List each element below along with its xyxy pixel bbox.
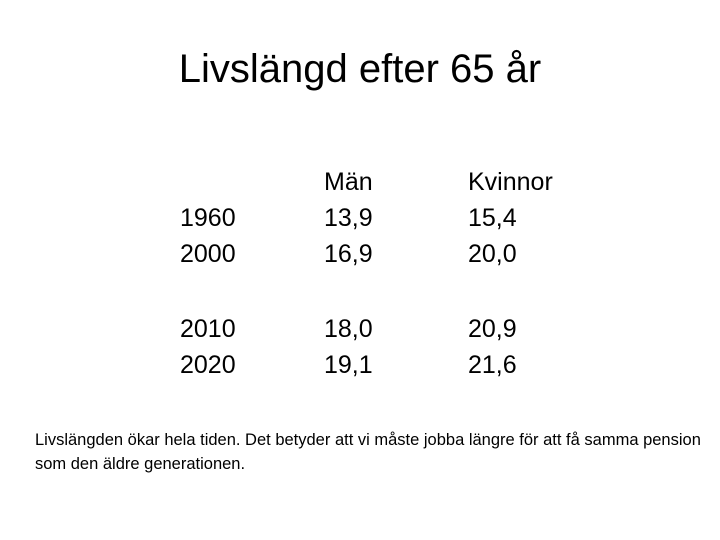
caption: Livslängden ökar hela tiden. Det betyder…	[35, 431, 701, 473]
column-header: Kvinnor	[468, 168, 553, 196]
row-label: 2020	[180, 351, 236, 379]
row-label: 2010	[180, 315, 236, 343]
table-cell: 16,9	[324, 240, 373, 268]
row-label: 1960	[180, 204, 236, 232]
table-cell: 21,6	[468, 351, 517, 379]
row-label: 2000	[180, 240, 236, 268]
table-cell: 20,9	[468, 315, 517, 343]
table-cell: 13,9	[324, 204, 373, 232]
table-cell: 20,0	[468, 240, 517, 268]
table-cell: 19,1	[324, 351, 373, 379]
table-cell: 15,4	[468, 204, 517, 232]
slide-title: Livslängd efter 65 år	[178, 47, 542, 91]
table-cell: 18,0	[324, 315, 373, 343]
column-header: Män	[324, 168, 373, 196]
